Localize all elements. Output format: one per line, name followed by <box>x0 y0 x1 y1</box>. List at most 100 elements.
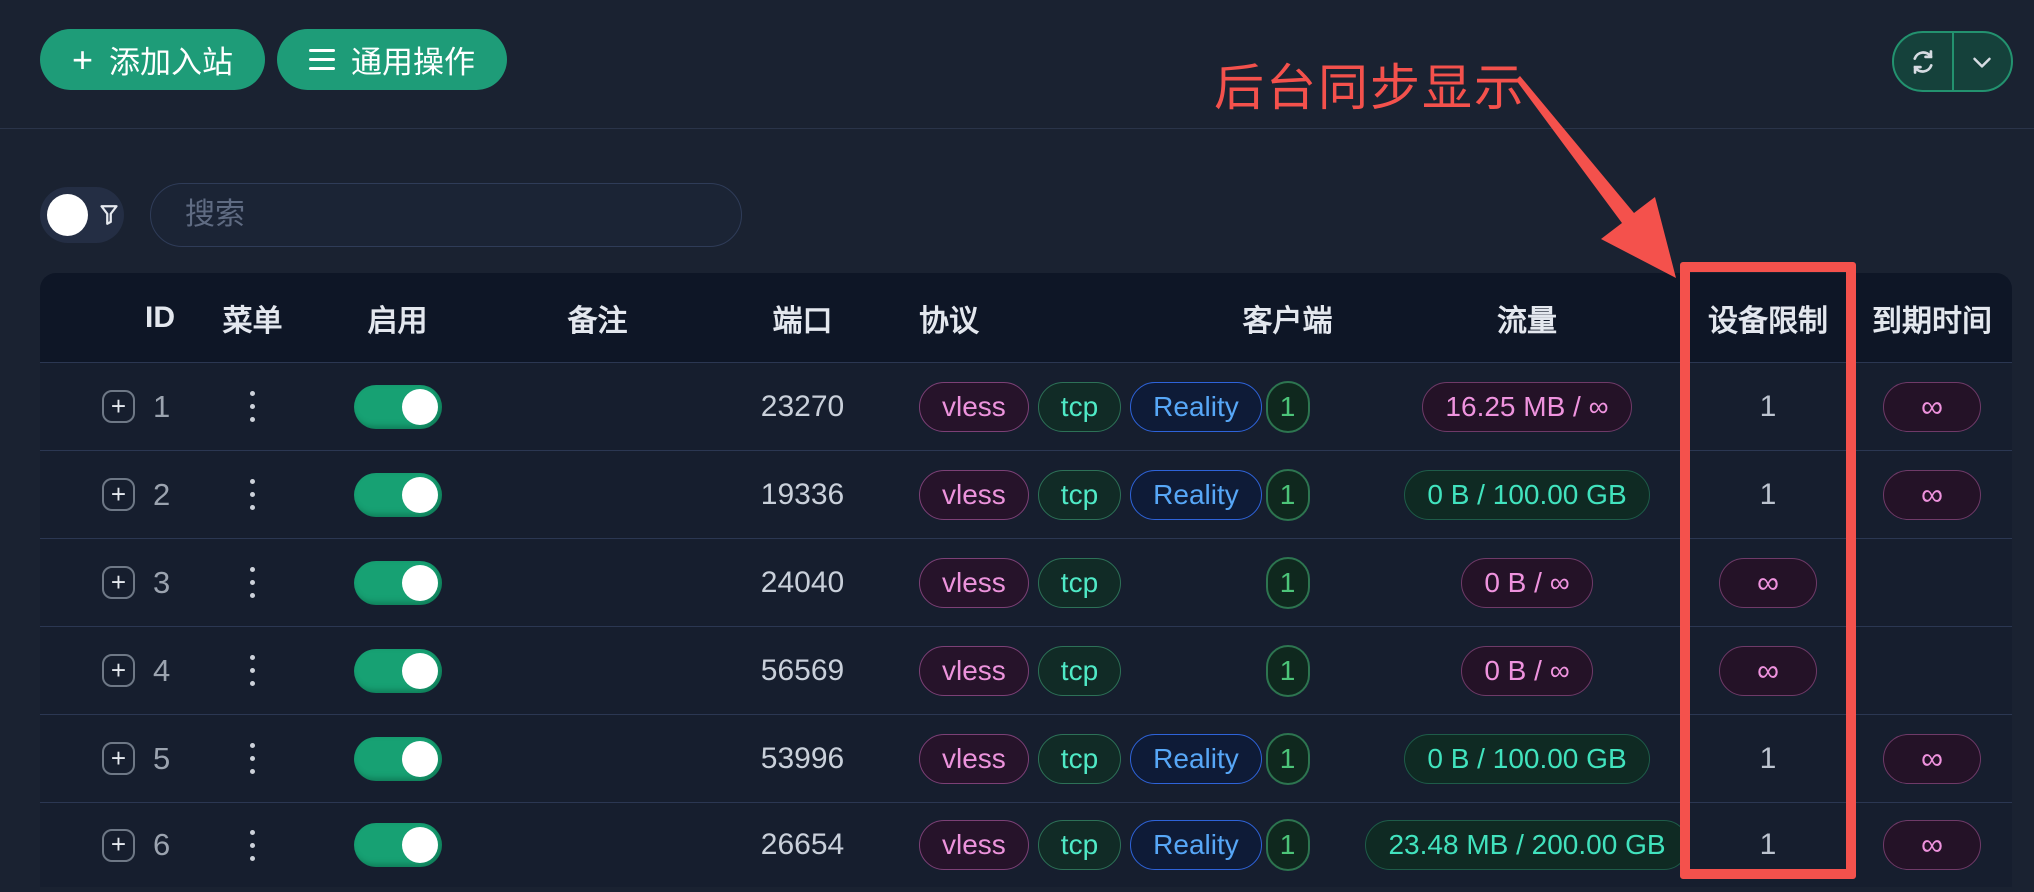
row-menu-button[interactable] <box>242 647 263 694</box>
header-device-limit: 设备限制 <box>1708 304 1828 338</box>
expiry-infinity-badge: ∞ <box>1883 733 1981 784</box>
protocol-badge-tcp: tcp <box>1037 820 1122 870</box>
protocol-badge-tcp: tcp <box>1037 557 1122 608</box>
cell-clients: 1 <box>1205 556 1370 609</box>
expand-row-button[interactable]: + <box>102 478 135 511</box>
row-id-value: 5 <box>153 740 171 776</box>
cell-menu <box>205 559 300 606</box>
cell-protocol: vless tcp Reality <box>905 469 1262 520</box>
cell-port: 23270 <box>760 389 845 423</box>
toggle-knob <box>401 652 438 689</box>
general-actions-label: 通用操作 <box>351 45 475 80</box>
refresh-button[interactable] <box>1894 33 1952 90</box>
enable-toggle[interactable] <box>353 560 442 605</box>
device-limit-value: 1 <box>1759 828 1777 861</box>
filter-toggle-knob <box>47 194 88 236</box>
expand-row-button[interactable]: + <box>102 828 135 862</box>
cell-traffic: 16.25 MB / ∞ <box>1370 381 1684 432</box>
header-id: ID <box>145 300 175 334</box>
chevron-down-icon <box>1973 57 1991 68</box>
toggle-knob <box>401 564 438 601</box>
device-limit-value: 1 <box>1759 741 1777 775</box>
traffic-badge: 0 B / ∞ <box>1461 557 1593 608</box>
row-menu-button[interactable] <box>242 471 263 518</box>
refresh-dropdown-button[interactable] <box>1951 33 2012 90</box>
cell-port: 56569 <box>760 653 845 687</box>
cell-traffic: 23.48 MB / 200.00 GB <box>1365 820 1689 870</box>
client-count-badge: 1 <box>1265 468 1310 521</box>
cell-id: +4 <box>40 653 205 689</box>
device-limit-infinity-badge: ∞ <box>1719 557 1817 608</box>
protocol-badge-tcp: tcp <box>1037 381 1122 432</box>
protocol-badge-reality: Reality <box>1130 469 1262 520</box>
expand-row-button[interactable]: + <box>102 742 135 775</box>
expiry-infinity-badge: ∞ <box>1883 381 1981 432</box>
expiry-infinity-badge: ∞ <box>1883 469 1981 520</box>
refresh-split-button <box>1892 31 2013 92</box>
expand-row-button[interactable]: + <box>102 390 135 423</box>
add-inbound-label: 添加入站 <box>109 45 234 80</box>
enable-toggle[interactable] <box>353 648 442 693</box>
client-count-badge: 1 <box>1265 732 1310 785</box>
row-id-value: 6 <box>153 827 171 862</box>
cell-traffic: 0 B / ∞ <box>1370 557 1684 608</box>
enable-toggle[interactable] <box>353 384 442 429</box>
table-row: +6 26654 vless tcp Reality 1 23.48 MB / 200.00… <box>40 802 2012 887</box>
filter-toggle[interactable] <box>40 187 124 243</box>
header-protocol: 协议 <box>919 304 979 338</box>
add-inbound-button[interactable]: + 添加入站 <box>40 29 266 90</box>
cell-enable <box>300 560 495 605</box>
cell-enable <box>300 736 495 781</box>
cell-device-limit: ∞ <box>1684 557 1852 608</box>
expand-row-button[interactable]: + <box>102 566 135 599</box>
row-menu-button[interactable] <box>242 383 263 430</box>
protocol-badge-vless: vless <box>919 645 1029 696</box>
cell-menu <box>205 822 300 869</box>
client-count-badge: 1 <box>1265 380 1310 433</box>
cell-protocol: vless tcp Reality <box>905 733 1262 784</box>
expiry-infinity-badge: ∞ <box>1883 820 1981 870</box>
inbounds-table: ID 菜单 启用 备注 端口 协议 客户端 流量 设备限制 到期时间 +1 232… <box>40 273 2012 887</box>
search-input[interactable] <box>150 183 742 247</box>
device-limit-infinity-badge: ∞ <box>1719 645 1817 696</box>
toggle-knob <box>401 740 438 777</box>
protocol-badge-vless: vless <box>919 469 1029 520</box>
toggle-knob <box>401 827 438 863</box>
cell-id: +3 <box>40 565 205 601</box>
cell-traffic: 0 B / ∞ <box>1370 645 1684 696</box>
row-id-value: 1 <box>153 388 171 424</box>
header-remark: 备注 <box>567 304 628 338</box>
cell-protocol: vless tcp <box>905 557 1205 608</box>
cell-id: +2 <box>40 477 205 513</box>
cell-device-limit: 1 <box>1684 742 1852 776</box>
cell-traffic: 0 B / 100.00 GB <box>1370 733 1684 784</box>
cell-enable <box>300 648 495 693</box>
cell-expiry: ∞ <box>1852 381 2012 432</box>
client-count-badge: 1 <box>1265 556 1310 609</box>
cell-device-limit: ∞ <box>1684 645 1852 696</box>
cell-expiry: ∞ <box>1852 733 2012 784</box>
annotation-label: 后台同步显示 <box>1214 60 1526 116</box>
table-header-row: ID 菜单 启用 备注 端口 协议 客户端 流量 设备限制 到期时间 <box>40 273 2012 362</box>
protocol-badge-vless: vless <box>919 557 1029 608</box>
protocol-badge-tcp: tcp <box>1037 645 1122 696</box>
expand-row-button[interactable]: + <box>102 654 135 687</box>
cell-clients: 1 <box>1205 819 1370 871</box>
cell-protocol: vless tcp <box>905 645 1205 696</box>
cell-port: 19336 <box>760 477 845 511</box>
enable-toggle[interactable] <box>353 472 442 517</box>
protocol-badge-vless: vless <box>919 733 1029 784</box>
row-menu-button[interactable] <box>242 735 263 782</box>
filter-funnel-icon <box>94 200 124 230</box>
cell-device-limit: 1 <box>1684 390 1852 424</box>
cell-port: 24040 <box>760 565 845 599</box>
enable-toggle[interactable] <box>353 823 442 867</box>
header-port: 端口 <box>772 304 833 338</box>
enable-toggle[interactable] <box>353 736 442 781</box>
cell-menu <box>205 383 300 430</box>
table-row: +4 56569 vless tcp 1 0 B / ∞ ∞ <box>40 626 2012 714</box>
row-menu-button[interactable] <box>242 822 263 869</box>
general-actions-button[interactable]: 通用操作 <box>277 29 507 90</box>
cell-clients: 1 <box>1205 380 1370 433</box>
row-menu-button[interactable] <box>242 559 263 606</box>
